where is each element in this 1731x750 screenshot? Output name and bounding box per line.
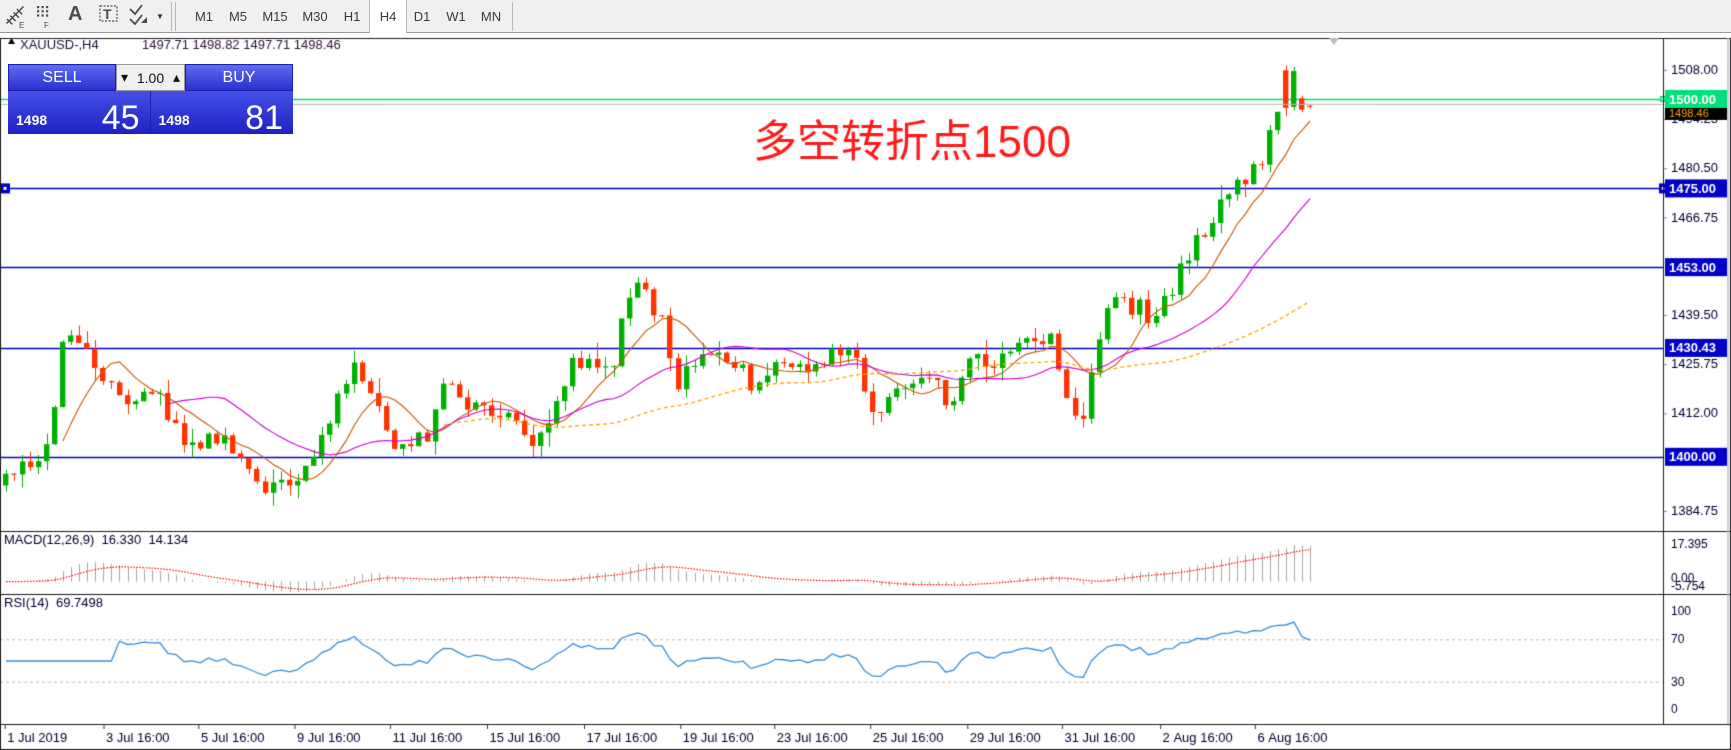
svg-text:E: E [19, 21, 24, 30]
svg-text:F: F [44, 21, 49, 30]
svg-text:T: T [103, 6, 112, 22]
